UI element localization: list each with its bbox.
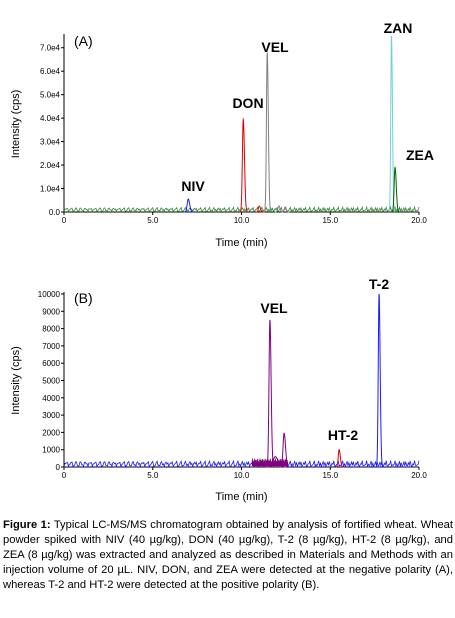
panel-letter: (B)	[74, 290, 93, 306]
y-tick-label: 0.0	[49, 208, 61, 217]
panel-letter: (A)	[74, 33, 93, 49]
y-tick-label: 3.0e4	[40, 138, 61, 147]
caption-label: Figure 1:	[3, 519, 51, 531]
x-tick-label: 20.0	[411, 216, 427, 225]
peak-don-trace	[239, 117, 248, 213]
peak-label-niv: NIV	[181, 178, 205, 194]
y-tick-label: 1000	[42, 446, 60, 455]
x-tick-label: 10.0	[234, 471, 250, 480]
x-tick-label: 0	[62, 216, 67, 225]
y-tick-label: 4000	[42, 394, 60, 403]
peak-t-2-trace	[375, 293, 384, 468]
x-axis-title: Time (min)	[215, 237, 267, 249]
minor-peak	[255, 205, 264, 213]
baseline-trace	[63, 205, 420, 213]
y-tick-label: 3000	[42, 411, 60, 420]
y-tick-label: 1.0e4	[40, 185, 61, 194]
peak-vel-trace	[263, 52, 272, 213]
peak-ht-2-trace	[335, 449, 344, 468]
peak-label-vel: VEL	[261, 39, 289, 55]
peak-vel-trace	[266, 319, 275, 468]
peak-label-don: DON	[232, 95, 263, 111]
y-tick-label: 4.0e4	[40, 114, 61, 123]
y-tick-label: 7000	[42, 342, 60, 351]
peak-label-vel: VEL	[260, 300, 288, 316]
y-tick-label: 5.0e4	[40, 91, 61, 100]
peak-zea-trace	[391, 166, 400, 213]
y-tick-label: 8000	[42, 325, 60, 334]
x-tick-label: 5.0	[147, 216, 159, 225]
y-tick-label: 6000	[42, 359, 60, 368]
x-tick-label: 20.0	[411, 471, 427, 480]
y-tick-label: 5000	[42, 377, 60, 386]
y-tick-label: 6.0e4	[40, 67, 61, 76]
figure-caption: Figure 1: Typical LC-MS/MS chromatogram …	[3, 518, 453, 593]
baseline-trace	[63, 459, 420, 468]
minor-peak	[266, 456, 286, 468]
y-tick-label: 2.0e4	[40, 161, 61, 170]
x-tick-label: 15.0	[322, 471, 338, 480]
caption-text: Typical LC-MS/MS chromatogram obtained b…	[3, 519, 453, 591]
y-tick-label: 2000	[42, 428, 60, 437]
panel-a: 0.0 1.0e4 2.0e4 3.0e4 4.0e4 5.0e4 6.0e4 7.0e4 0 5…	[10, 20, 434, 249]
x-tick-label: 10.0	[234, 216, 250, 225]
peak-zan-trace	[388, 35, 396, 213]
x-tick-label: 5.0	[147, 471, 159, 480]
panel-b: 0 1000 2000 3000 4000 5000 6000 7000 8000 9000 100…	[10, 276, 427, 503]
x-axis-title: Time (min)	[215, 491, 267, 503]
y-tick-label: 10000	[38, 290, 61, 299]
x-tick-label: 0	[62, 471, 67, 480]
peak-label-t-2: T-2	[369, 276, 389, 292]
peak-label-zan: ZAN	[384, 20, 413, 36]
y-tick-label: 9000	[42, 307, 60, 316]
y-axis-title: Intensity (cps)	[10, 90, 22, 158]
chromatogram-figure: 0.0 1.0e4 2.0e4 3.0e4 4.0e4 5.0e4 6.0e4 7.0e4 0 5…	[10, 20, 434, 503]
y-tick-label: 0	[56, 463, 61, 472]
peak-niv-trace	[183, 198, 194, 213]
peak-label-zea: ZEA	[406, 147, 434, 163]
y-axis-title: Intensity (cps)	[10, 346, 22, 414]
y-tick-label: 7.0e4	[40, 44, 61, 53]
peak-label-ht-2: HT-2	[328, 427, 359, 443]
x-tick-label: 15.0	[322, 216, 338, 225]
minor-peak	[281, 206, 290, 213]
